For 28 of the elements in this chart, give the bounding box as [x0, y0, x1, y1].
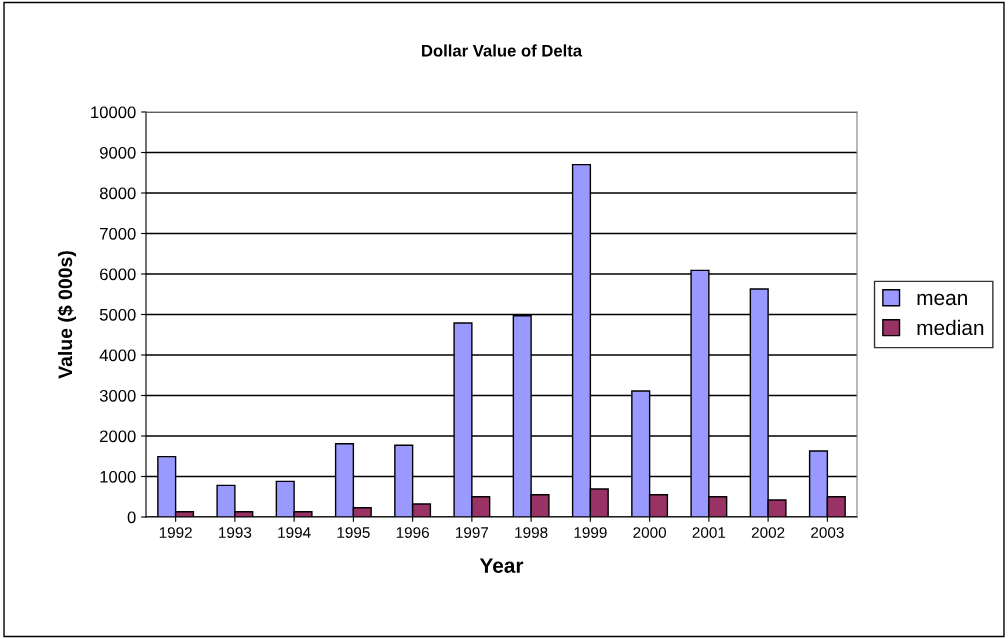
- x-tick-label: 2001: [692, 527, 726, 538]
- x-tick-label: 1996: [396, 527, 429, 538]
- y-tick-label: 0: [127, 511, 136, 524]
- y-tick-label: 1000: [100, 470, 136, 483]
- x-tick-label: 1997: [456, 527, 489, 538]
- y-tick-label: 6000: [100, 268, 136, 281]
- legend-label: median: [917, 319, 984, 336]
- y-tick-label: 9000: [99, 146, 136, 159]
- x-tick-label: 2000: [633, 527, 667, 538]
- y-tick-label: 10000: [91, 106, 136, 119]
- y-tick-label: 2000: [100, 430, 136, 443]
- x-tick-label: 1998: [515, 527, 548, 538]
- x-tick-label: 2002: [751, 527, 785, 538]
- x-tick-label: 1992: [159, 527, 192, 538]
- y-tick-label: 7000: [100, 227, 136, 240]
- x-tick-label: 1995: [337, 527, 370, 538]
- legend-label: mean: [917, 293, 967, 306]
- y-tick-label: 4000: [99, 349, 136, 362]
- x-axis-title: Year: [479, 558, 524, 573]
- y-tick-label: 5000: [99, 308, 136, 321]
- x-tick-label: 1994: [278, 527, 311, 538]
- y-tick-label: 8000: [99, 187, 136, 200]
- x-tick-label: 1993: [219, 527, 252, 538]
- y-axis-title: Value ($ 000s): [57, 251, 77, 379]
- y-tick-label: 3000: [99, 389, 136, 402]
- x-tick-label: 1999: [574, 527, 607, 538]
- x-tick-label: 2003: [811, 527, 844, 538]
- chart-title: Dollar Value of Delta: [422, 44, 583, 57]
